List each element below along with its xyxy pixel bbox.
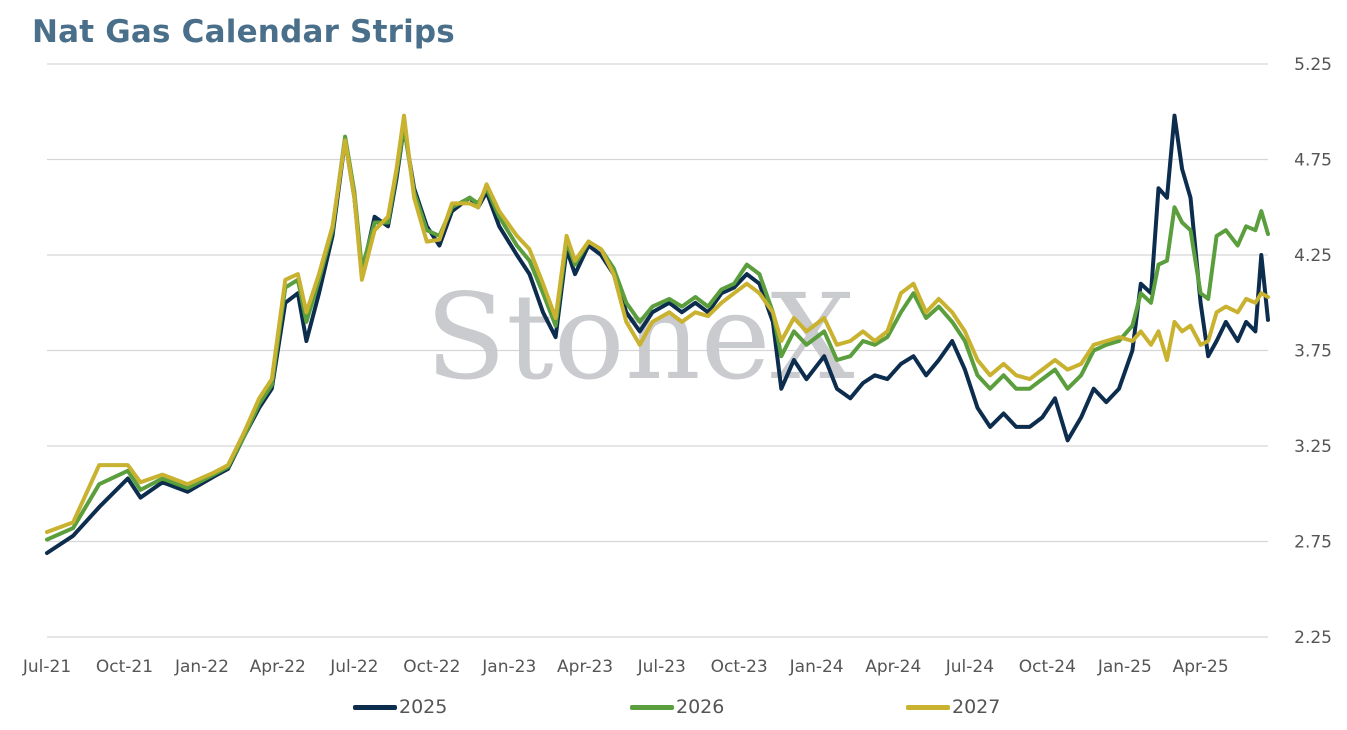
- legend-item-2026: 2026: [630, 696, 724, 718]
- y-tick-label: 3.25: [1294, 437, 1332, 457]
- legend-label-2025: 2025: [399, 696, 448, 718]
- x-tick-label: Jul-23: [637, 657, 686, 677]
- x-tick-label: Jan-25: [1097, 657, 1152, 677]
- x-tick-label: Apr-25: [1173, 657, 1229, 677]
- y-tick-label: 4.25: [1294, 246, 1332, 266]
- x-tick-label: Oct-24: [1019, 657, 1076, 677]
- y-tick-label: 3.75: [1294, 342, 1332, 362]
- x-tick-label: Oct-23: [711, 657, 768, 677]
- y-tick-label: 2.25: [1294, 628, 1332, 648]
- x-tick-label: Jan-23: [481, 657, 536, 677]
- legend-label-2027: 2027: [952, 696, 1001, 718]
- legend-swatch-2025: [353, 704, 397, 710]
- y-tick-label: 2.75: [1294, 533, 1332, 553]
- y-axis-ticks: 2.25 2.75 3.25 3.75 4.25 4.75 5.25: [1294, 55, 1332, 648]
- legend-swatch-2026: [630, 704, 674, 710]
- y-tick-label: 5.25: [1294, 55, 1332, 75]
- x-tick-label: Apr-24: [865, 657, 921, 677]
- legend-label-2026: 2026: [676, 696, 725, 718]
- series-line-2027: [45, 113, 1270, 534]
- x-tick-label: Jul-21: [22, 657, 71, 677]
- legend-item-2025: 2025: [353, 696, 447, 718]
- x-tick-label: Apr-22: [250, 657, 306, 677]
- x-tick-label: Jul-24: [945, 657, 994, 677]
- chart-title: Nat Gas Calendar Strips: [32, 14, 455, 50]
- x-tick-label: Oct-21: [96, 657, 153, 677]
- x-tick-label: Jul-22: [329, 657, 378, 677]
- x-tick-label: Oct-22: [403, 657, 460, 677]
- legend-swatch-2027: [906, 704, 950, 710]
- x-axis-ticks: Jul-21 Oct-21 Jan-22 Apr-22 Jul-22 Oct-22 Jan-…: [22, 657, 1229, 677]
- x-tick-label: Jan-22: [174, 657, 229, 677]
- y-tick-label: 4.75: [1294, 151, 1332, 171]
- gridlines: [47, 63, 1268, 638]
- x-tick-label: Jan-24: [789, 657, 844, 677]
- legend-item-2027: 2027: [906, 696, 1000, 718]
- x-tick-label: Apr-23: [557, 657, 613, 677]
- series-lines: [45, 113, 1270, 555]
